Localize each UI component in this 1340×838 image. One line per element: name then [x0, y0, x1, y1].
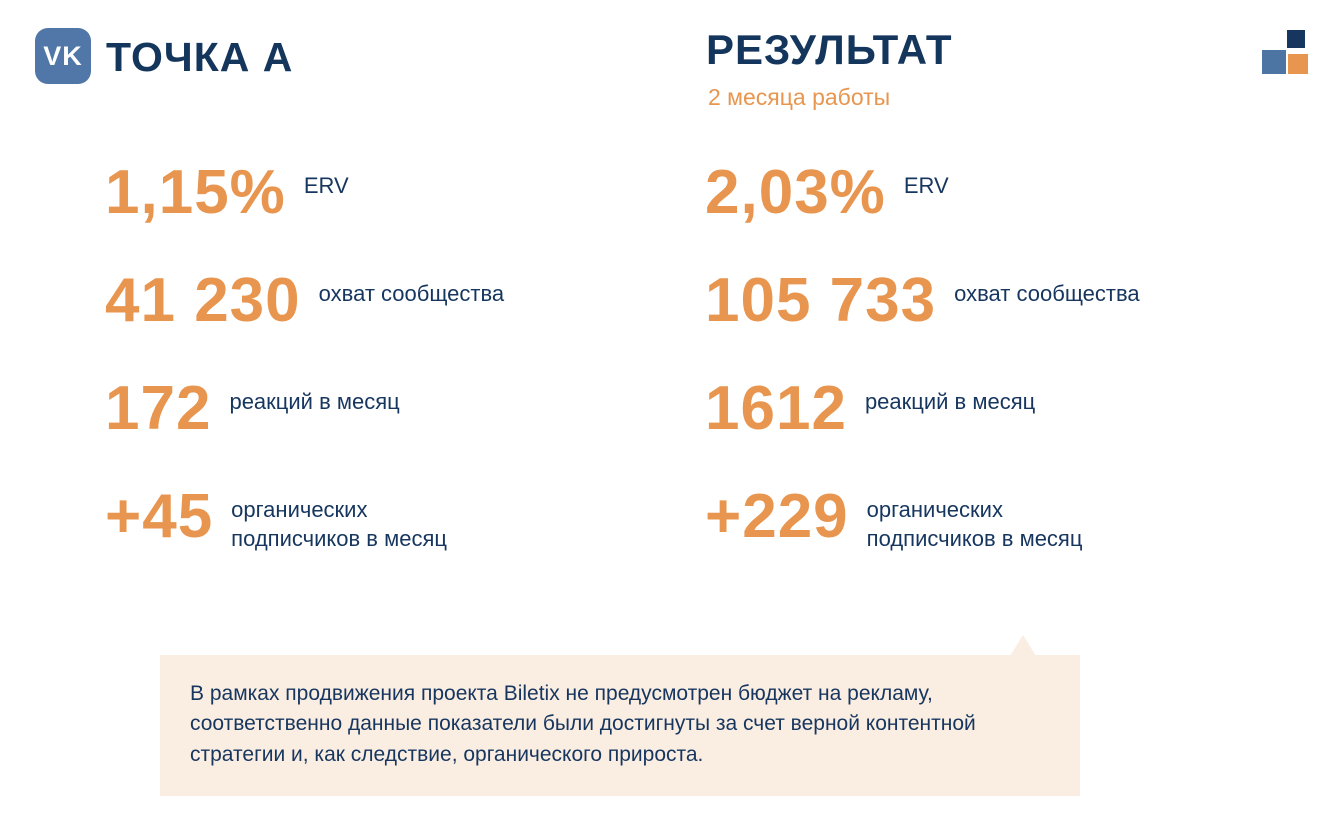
brand-logo-icon: [1262, 30, 1310, 78]
vk-logo-icon: VK: [35, 28, 91, 84]
brand-square-navy: [1287, 30, 1305, 48]
metric-label: реакций в месяц: [864, 389, 1036, 414]
metric-label: охват сообщества: [318, 281, 505, 306]
metric-label: органических подписчиков в месяц: [231, 497, 447, 551]
point-a-title: ТОЧКА А: [106, 34, 294, 80]
point-a-metrics-column: 1,15% ERV 41 230 охват сообщества 172 ре…: [105, 162, 625, 599]
metric-value: +45: [105, 482, 214, 551]
note-text: В рамках продвижения проекта Biletix не …: [190, 682, 976, 766]
metric-label: ERV: [303, 173, 349, 198]
metric-value: 2,03%: [705, 158, 886, 227]
metric-reach-result: 105 733 охват сообщества: [705, 270, 1285, 332]
metric-value: +229: [705, 482, 849, 551]
note-pointer-triangle: [1010, 635, 1036, 656]
metric-value: 105 733: [705, 266, 937, 335]
metric-subscribers-result: +229 органических подписчиков в месяц: [705, 486, 1285, 553]
metric-subscribers-point-a: +45 органических подписчиков в месяц: [105, 486, 625, 553]
metric-label: органических подписчиков в месяц: [866, 497, 1083, 551]
metric-label: реакций в месяц: [229, 389, 400, 414]
metric-value: 41 230: [105, 266, 301, 335]
result-metrics-column: 2,03% ERV 105 733 охват сообщества 1612 …: [705, 162, 1285, 599]
metric-reactions-result: 1612 реакций в месяц: [705, 378, 1285, 440]
vk-logo-text: VK: [43, 40, 83, 71]
metric-value: 1,15%: [105, 158, 286, 227]
metric-value: 172: [105, 374, 212, 443]
metric-label: ERV: [903, 173, 949, 198]
metric-erv-point-a: 1,15% ERV: [105, 162, 625, 224]
result-subtitle: 2 месяца работы: [708, 84, 891, 110]
metric-reach-point-a: 41 230 охват сообщества: [105, 270, 625, 332]
metric-reactions-point-a: 172 реакций в месяц: [105, 378, 625, 440]
brand-square-orange: [1288, 54, 1308, 74]
result-title: РЕЗУЛЬТАТ: [706, 26, 953, 73]
metric-label: охват сообщества: [954, 281, 1140, 306]
metric-value: 1612: [705, 374, 847, 443]
brand-square-blue: [1262, 50, 1286, 74]
note-box: В рамках продвижения проекта Biletix не …: [160, 635, 1080, 797]
metric-erv-result: 2,03% ERV: [705, 162, 1285, 224]
